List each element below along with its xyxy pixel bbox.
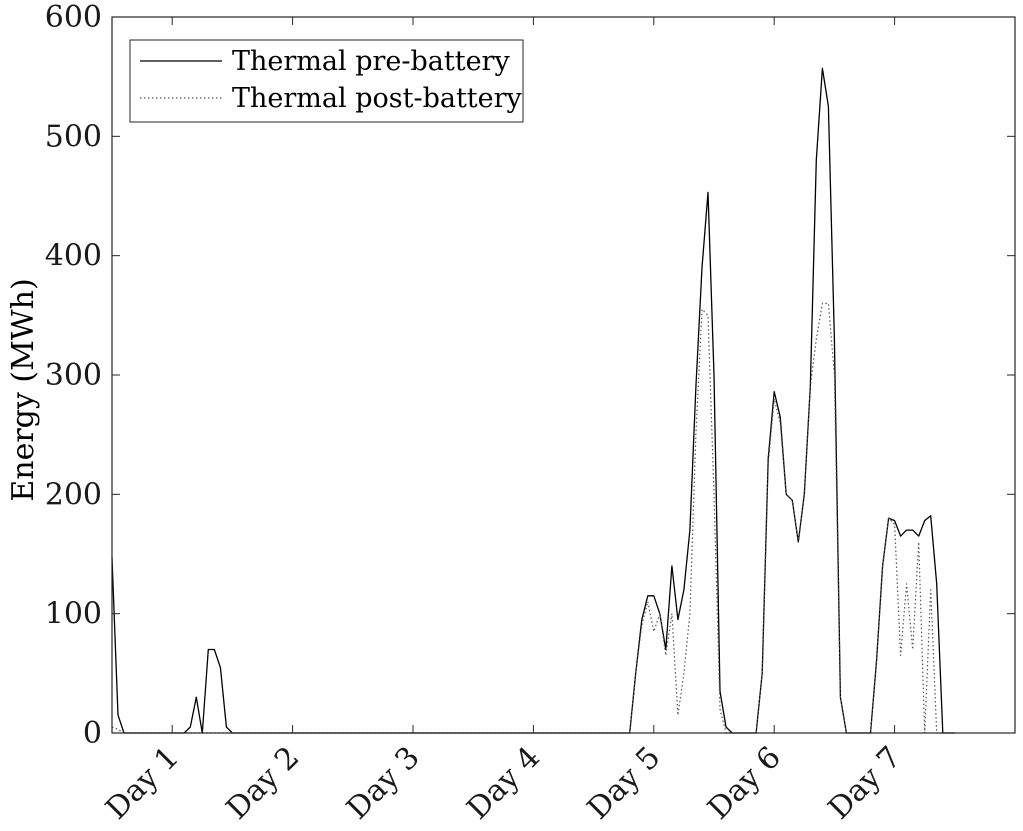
legend-label: Thermal pre-battery — [232, 46, 510, 77]
legend-box — [129, 39, 524, 123]
y-tick-label: 600 — [45, 0, 102, 35]
y-tick-label: 100 — [45, 597, 102, 632]
y-tick-label: 300 — [45, 358, 102, 393]
legend-label: Thermal post-battery — [232, 83, 523, 114]
y-tick-label: 0 — [83, 716, 102, 751]
y-tick-label: 400 — [45, 239, 102, 274]
legend: Thermal pre-battery Thermal post-battery — [129, 39, 524, 123]
y-tick-label: 500 — [45, 119, 102, 154]
y-axis-label: Energy (MWh) — [6, 278, 41, 501]
y-tick-label: 200 — [45, 477, 102, 512]
